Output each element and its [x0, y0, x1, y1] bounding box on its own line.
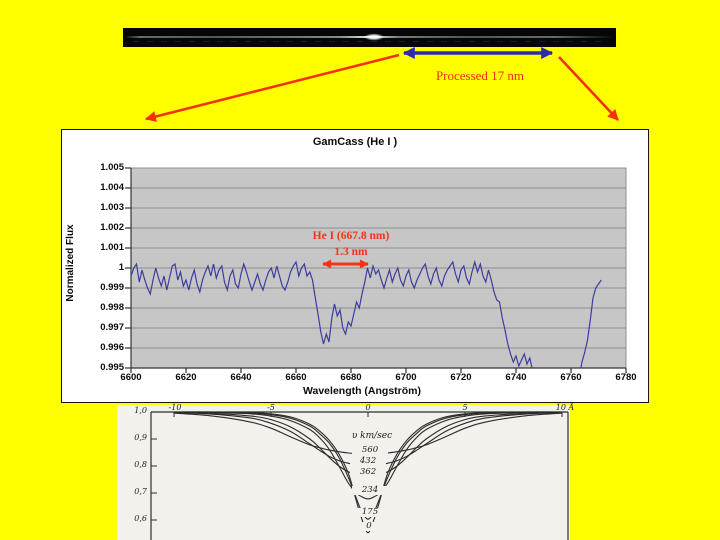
axes-and-ticks — [125, 167, 627, 373]
profile-curve-175 — [173, 411, 563, 520]
y-tick-label: 1.004 — [100, 182, 124, 193]
spectrum-chart-canvas — [125, 167, 627, 373]
profile-curve-234 — [173, 411, 563, 500]
x-tick-label: 6620 — [175, 372, 197, 383]
profile-y-tick-label: 0,9 — [134, 433, 147, 442]
y-tick-label: 1 — [118, 262, 124, 273]
x-tick-label: 6760 — [560, 372, 582, 383]
profile-y-tick-label: 1,0 — [134, 406, 147, 415]
profile-x-tick-label: 10 Å — [555, 403, 575, 412]
y-tick-label: 0.998 — [100, 302, 124, 313]
profile-x-tick-label: 0 — [365, 403, 371, 412]
right-pointer-arrow — [558, 56, 619, 121]
heI-line-annotation: He I (667.8 nm) — [312, 230, 390, 242]
left-pointer-arrow — [144, 53, 400, 122]
profile-x-tick-label: -5 — [267, 403, 275, 412]
bright-emission-spot — [360, 32, 388, 42]
y-tick-label: 1.003 — [100, 202, 124, 213]
x-tick-label: 6640 — [230, 372, 252, 383]
profile-chart-canvas — [150, 411, 569, 540]
y-tick-label: 1.001 — [100, 242, 124, 253]
spectrum-chart-panel: GamCass (He I ) Normalized Flux Waveleng… — [61, 129, 649, 403]
gridlines — [131, 187, 626, 349]
y-tick-label: 0.996 — [100, 342, 124, 353]
y-tick-label: 0.995 — [100, 362, 124, 373]
line-width-annotation: 1.3 nm — [334, 246, 368, 258]
x-tick-label: 6740 — [505, 372, 527, 383]
x-tick-label: 6660 — [285, 372, 307, 383]
raw-spectrum-strip — [123, 28, 616, 47]
curve-label-560: 560 — [352, 446, 388, 455]
x-tick-label: 6720 — [450, 372, 472, 383]
y-tick-label: 1.002 — [100, 222, 124, 233]
curve-label-175: 175 — [352, 508, 388, 517]
x-axis-title: Wavelength (Angström) — [302, 385, 422, 397]
curve-label-234: 234 — [352, 486, 388, 495]
profile-x-tick-label: -10 — [168, 403, 182, 412]
annotation-arrows — [144, 47, 619, 122]
profile-curve-0 — [173, 411, 563, 534]
profile-ticks — [151, 412, 563, 521]
y-tick-label: 0.999 — [100, 282, 124, 293]
curve-label-0: 0 — [355, 522, 383, 531]
x-tick-label: 6780 — [615, 372, 637, 383]
x-tick-label: 6600 — [120, 372, 142, 383]
x-tick-label: 6680 — [340, 372, 362, 383]
profile-y-tick-label: 0,6 — [134, 514, 147, 523]
y-tick-label: 1.005 — [100, 162, 124, 173]
velocity-legend-title: υ km/sec — [351, 431, 393, 441]
spectrum-data-line — [131, 259, 602, 368]
profile-y-tick-label: 0,8 — [134, 460, 147, 469]
chart-title: GamCass (He I ) — [312, 136, 398, 148]
y-tick-label: 0.997 — [100, 322, 124, 333]
x-tick-label: 6700 — [395, 372, 417, 383]
profile-y-tick-label: 0,7 — [134, 487, 147, 496]
curve-label-362: 362 — [350, 468, 386, 477]
processed-width-label: Processed 17 nm — [435, 68, 525, 83]
rotational-broadening-panel: -10 -5 0 5 10 Å 1,0 0,9 0,8 0,7 0,6 υ km… — [117, 403, 574, 540]
profile-x-tick-label: 5 — [462, 403, 468, 412]
curve-label-432: 432 — [350, 457, 386, 466]
